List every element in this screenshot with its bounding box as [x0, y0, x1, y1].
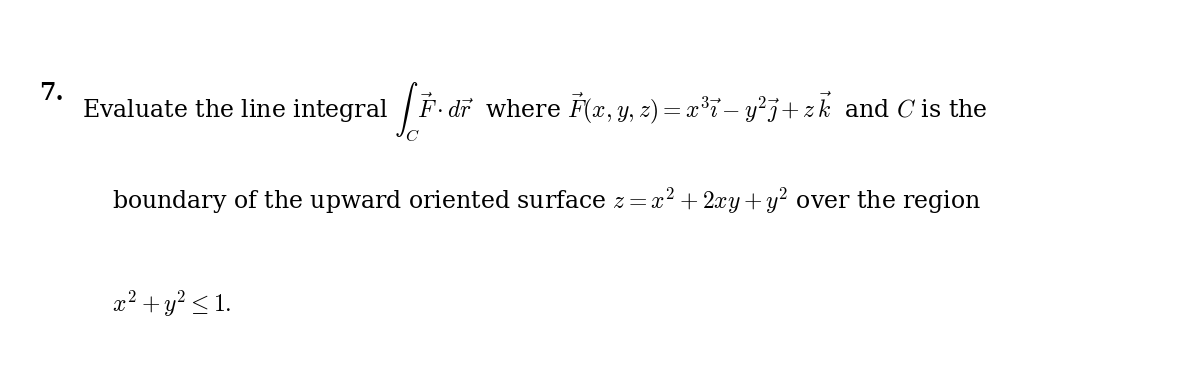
Text: boundary of the upward oriented surface $z = x^2 + 2xy + y^2$ over the region: boundary of the upward oriented surface … [112, 186, 980, 216]
Text: $x^2 + y^2 \leq 1.$: $x^2 + y^2 \leq 1.$ [112, 289, 232, 319]
Text: Evaluate the line integral $\int_C \vec{F} \cdot d\vec{r}$  where $\vec{F}(x, y,: Evaluate the line integral $\int_C \vec{… [82, 81, 988, 143]
Text: 7.: 7. [40, 81, 65, 105]
